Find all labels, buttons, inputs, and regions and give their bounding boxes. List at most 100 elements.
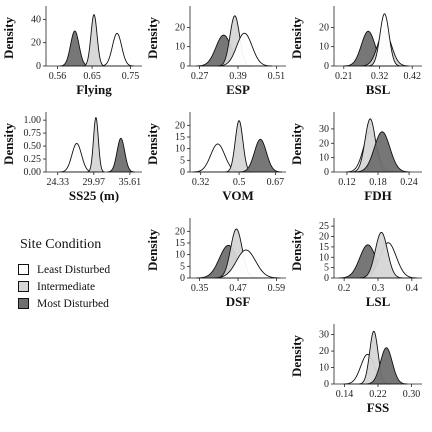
y-tick-label: 0: [324, 61, 329, 72]
y-tick-label: 20: [175, 226, 185, 237]
x-axis-label: BSL: [366, 82, 391, 97]
x-axis-label: FSS: [367, 400, 389, 415]
panel-esp: 0 10 20 0.27 0.39 0.51 ESP Density: [145, 6, 286, 97]
y-axis-label: Density: [145, 229, 160, 271]
x-tick-label: 35.61: [119, 177, 142, 188]
legend-swatch-least-disturbed: [18, 264, 29, 275]
density-curve-most-disturbed: [59, 30, 91, 67]
y-tick-label: 0: [324, 379, 329, 390]
x-tick-label: 0.27: [191, 71, 209, 82]
y-tick-label: 0.75: [24, 128, 42, 139]
y-tick-label: 40: [31, 14, 41, 25]
y-tick-label: 10: [175, 42, 185, 53]
density-curve-least-disturbed: [211, 249, 281, 279]
x-tick-label: 0.32: [192, 177, 210, 188]
x-tick-label: 0.18: [369, 177, 387, 188]
density-curve-most-disturbed: [354, 131, 411, 173]
x-tick-label: 0.75: [122, 71, 140, 82]
y-tick-label: 0: [180, 61, 185, 72]
density-curve-least-disturbed: [368, 13, 401, 67]
legend-item-least-disturbed: Least Disturbed: [18, 261, 148, 278]
legend-title: Site Condition: [20, 237, 102, 252]
y-tick-label: 20: [319, 232, 329, 243]
y-tick-label: 0: [180, 273, 185, 284]
x-axis-label: ESP: [226, 82, 250, 97]
panel-fdh: 0 10 20 30 0.12 0.18 0.24 FDH Density: [289, 112, 422, 203]
x-tick-label: 0.39: [229, 71, 247, 82]
x-tick-label: 0.65: [83, 71, 101, 82]
density-curve-least-disturbed: [216, 32, 273, 67]
y-tick-label: 30: [319, 330, 329, 341]
x-axis-label: VOM: [222, 188, 254, 203]
y-tick-label: 20: [175, 22, 185, 33]
x-tick-label: 0.12: [338, 177, 356, 188]
y-tick-label: 5: [180, 155, 185, 166]
y-tick-label: 15: [319, 242, 329, 253]
density-curve-least-disturbed: [100, 32, 134, 67]
x-tick-label: 0.42: [403, 71, 421, 82]
y-tick-label: 10: [319, 363, 329, 374]
y-axis-label: Density: [289, 17, 304, 59]
x-axis-label: Flying: [76, 82, 112, 97]
panel-fss: 0 10 20 30 0.14 0.22 0.30 FSS Density: [289, 324, 422, 415]
x-tick-label: 0.59: [268, 283, 286, 294]
y-tick-label: 25: [319, 221, 329, 232]
y-axis-label: Density: [145, 123, 160, 165]
y-tick-label: 5: [324, 263, 329, 274]
legend: Site Condition Least Disturbed Intermedi…: [18, 237, 148, 312]
y-tick-label: 0: [324, 167, 329, 178]
y-tick-label: 10: [175, 144, 185, 155]
y-tick-label: 1.00: [24, 115, 42, 126]
y-tick-label: 30: [319, 124, 329, 135]
x-tick-label: 0.4: [406, 283, 419, 294]
y-axis-label: Density: [289, 229, 304, 271]
legend-label: Most Disturbed: [37, 297, 109, 310]
legend-item-most-disturbed: Most Disturbed: [18, 295, 148, 312]
y-tick-label: 0: [324, 273, 329, 284]
x-axis-label: FDH: [364, 188, 391, 203]
legend-swatch-intermediate: [18, 281, 29, 292]
density-curve-intermediate: [359, 231, 404, 279]
x-tick-label: 0.51: [268, 71, 286, 82]
density-curve-most-disturbed: [107, 137, 135, 173]
legend-label: Least Disturbed: [37, 263, 111, 276]
y-tick-label: 10: [319, 153, 329, 164]
legend-swatch-most-disturbed: [18, 298, 29, 309]
y-tick-label: 0: [36, 61, 41, 72]
y-tick-label: 0.00: [24, 167, 42, 178]
density-curve-intermediate: [82, 14, 106, 67]
x-tick-label: 24.33: [46, 177, 69, 188]
x-tick-label: 0.24: [400, 177, 418, 188]
x-axis-label: DSF: [226, 294, 251, 309]
x-tick-label: 0.32: [371, 71, 389, 82]
y-tick-label: 20: [31, 38, 41, 49]
x-tick-label: 0.47: [229, 283, 247, 294]
density-curve-most-disturbed: [238, 138, 282, 173]
y-tick-label: 10: [319, 42, 329, 53]
y-axis-label: Density: [1, 17, 16, 59]
y-tick-label: 20: [175, 120, 185, 131]
x-tick-label: 0.67: [267, 177, 285, 188]
density-curve-intermediate: [87, 116, 105, 173]
y-tick-label: 0: [180, 167, 185, 178]
y-axis-label: Density: [145, 17, 160, 59]
panel-ss25-m-: 0.00 0.25 0.50 0.75 1.00 24.33 29.97 35.61SS25 …: [1, 112, 142, 203]
y-tick-label: 20: [319, 346, 329, 357]
x-tick-label: 0.3: [372, 283, 385, 294]
density-curve-most-disturbed: [365, 347, 408, 385]
x-tick-label: 0.30: [403, 389, 421, 400]
legend-label: Intermediate: [37, 280, 96, 293]
y-tick-label: 0.50: [24, 141, 42, 152]
x-tick-label: 0.22: [369, 389, 387, 400]
legend-item-intermediate: Intermediate: [18, 278, 148, 295]
x-axis-label: SS25 (m): [69, 188, 119, 203]
x-tick-label: 29.97: [83, 177, 106, 188]
y-axis-label: Density: [1, 123, 16, 165]
x-tick-label: 0.35: [191, 283, 209, 294]
y-tick-label: 10: [175, 250, 185, 261]
panel-flying: 0 20 40 0.56 0.65 0.75 Flying Density: [1, 6, 142, 97]
